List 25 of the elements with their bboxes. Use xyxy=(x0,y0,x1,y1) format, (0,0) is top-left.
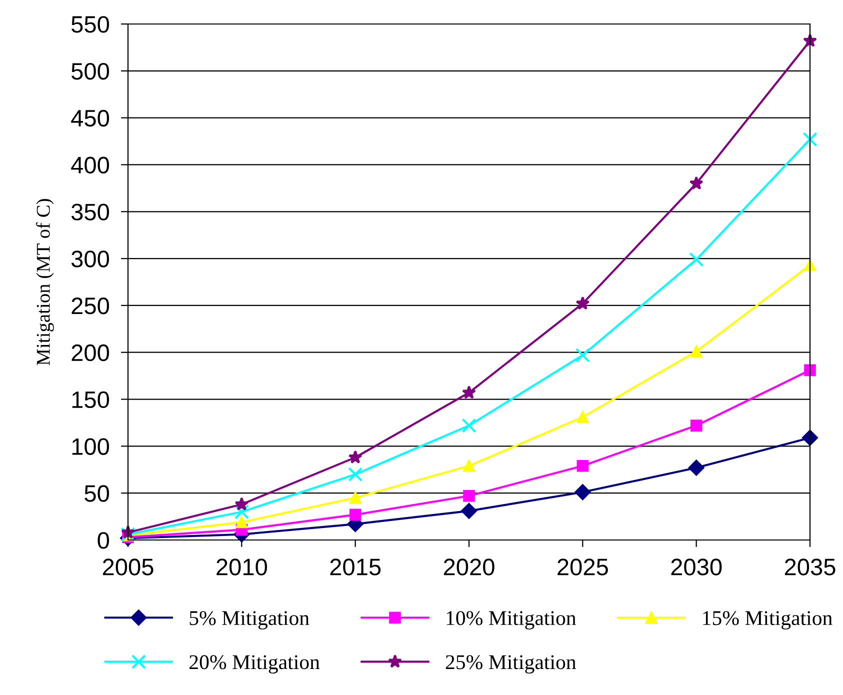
y-tick-label: 400 xyxy=(71,156,110,174)
x-tick-label: 2010 xyxy=(216,558,268,576)
legend-label: 15% Mitigation xyxy=(703,611,832,630)
y-tick-label: 100 xyxy=(72,438,110,455)
y-tick-label: 50 xyxy=(84,485,110,502)
legend-label: 5% Mitigation xyxy=(190,611,310,630)
y-tick-label: 250 xyxy=(72,298,110,314)
x-tick-label: 2020 xyxy=(444,558,494,576)
x-tick-label: 2030 xyxy=(671,558,722,576)
x-tick-label: 2035 xyxy=(784,558,836,576)
y-tick-label: 350 xyxy=(71,204,110,220)
y-tick-label: 300 xyxy=(71,250,110,268)
y-tick-label: 450 xyxy=(71,110,110,127)
y-tick-label: 150 xyxy=(72,391,110,408)
x-tick-label: 2005 xyxy=(102,558,154,576)
legend-label: 25% Mitigation xyxy=(446,655,576,674)
y-tick-label: 500 xyxy=(72,62,110,80)
y-tick-label: 200 xyxy=(72,344,110,362)
legend-label: 10% Mitigation xyxy=(446,611,576,630)
x-tick-label: 2015 xyxy=(330,558,381,576)
y-axis-title: Mitigation (MT of C) xyxy=(36,199,54,366)
y-tick-label: 550 xyxy=(72,16,110,33)
y-tick-label: 0 xyxy=(98,532,110,549)
legend-label: 20% Mitigation xyxy=(190,655,320,674)
x-tick-label: 2025 xyxy=(558,558,608,576)
